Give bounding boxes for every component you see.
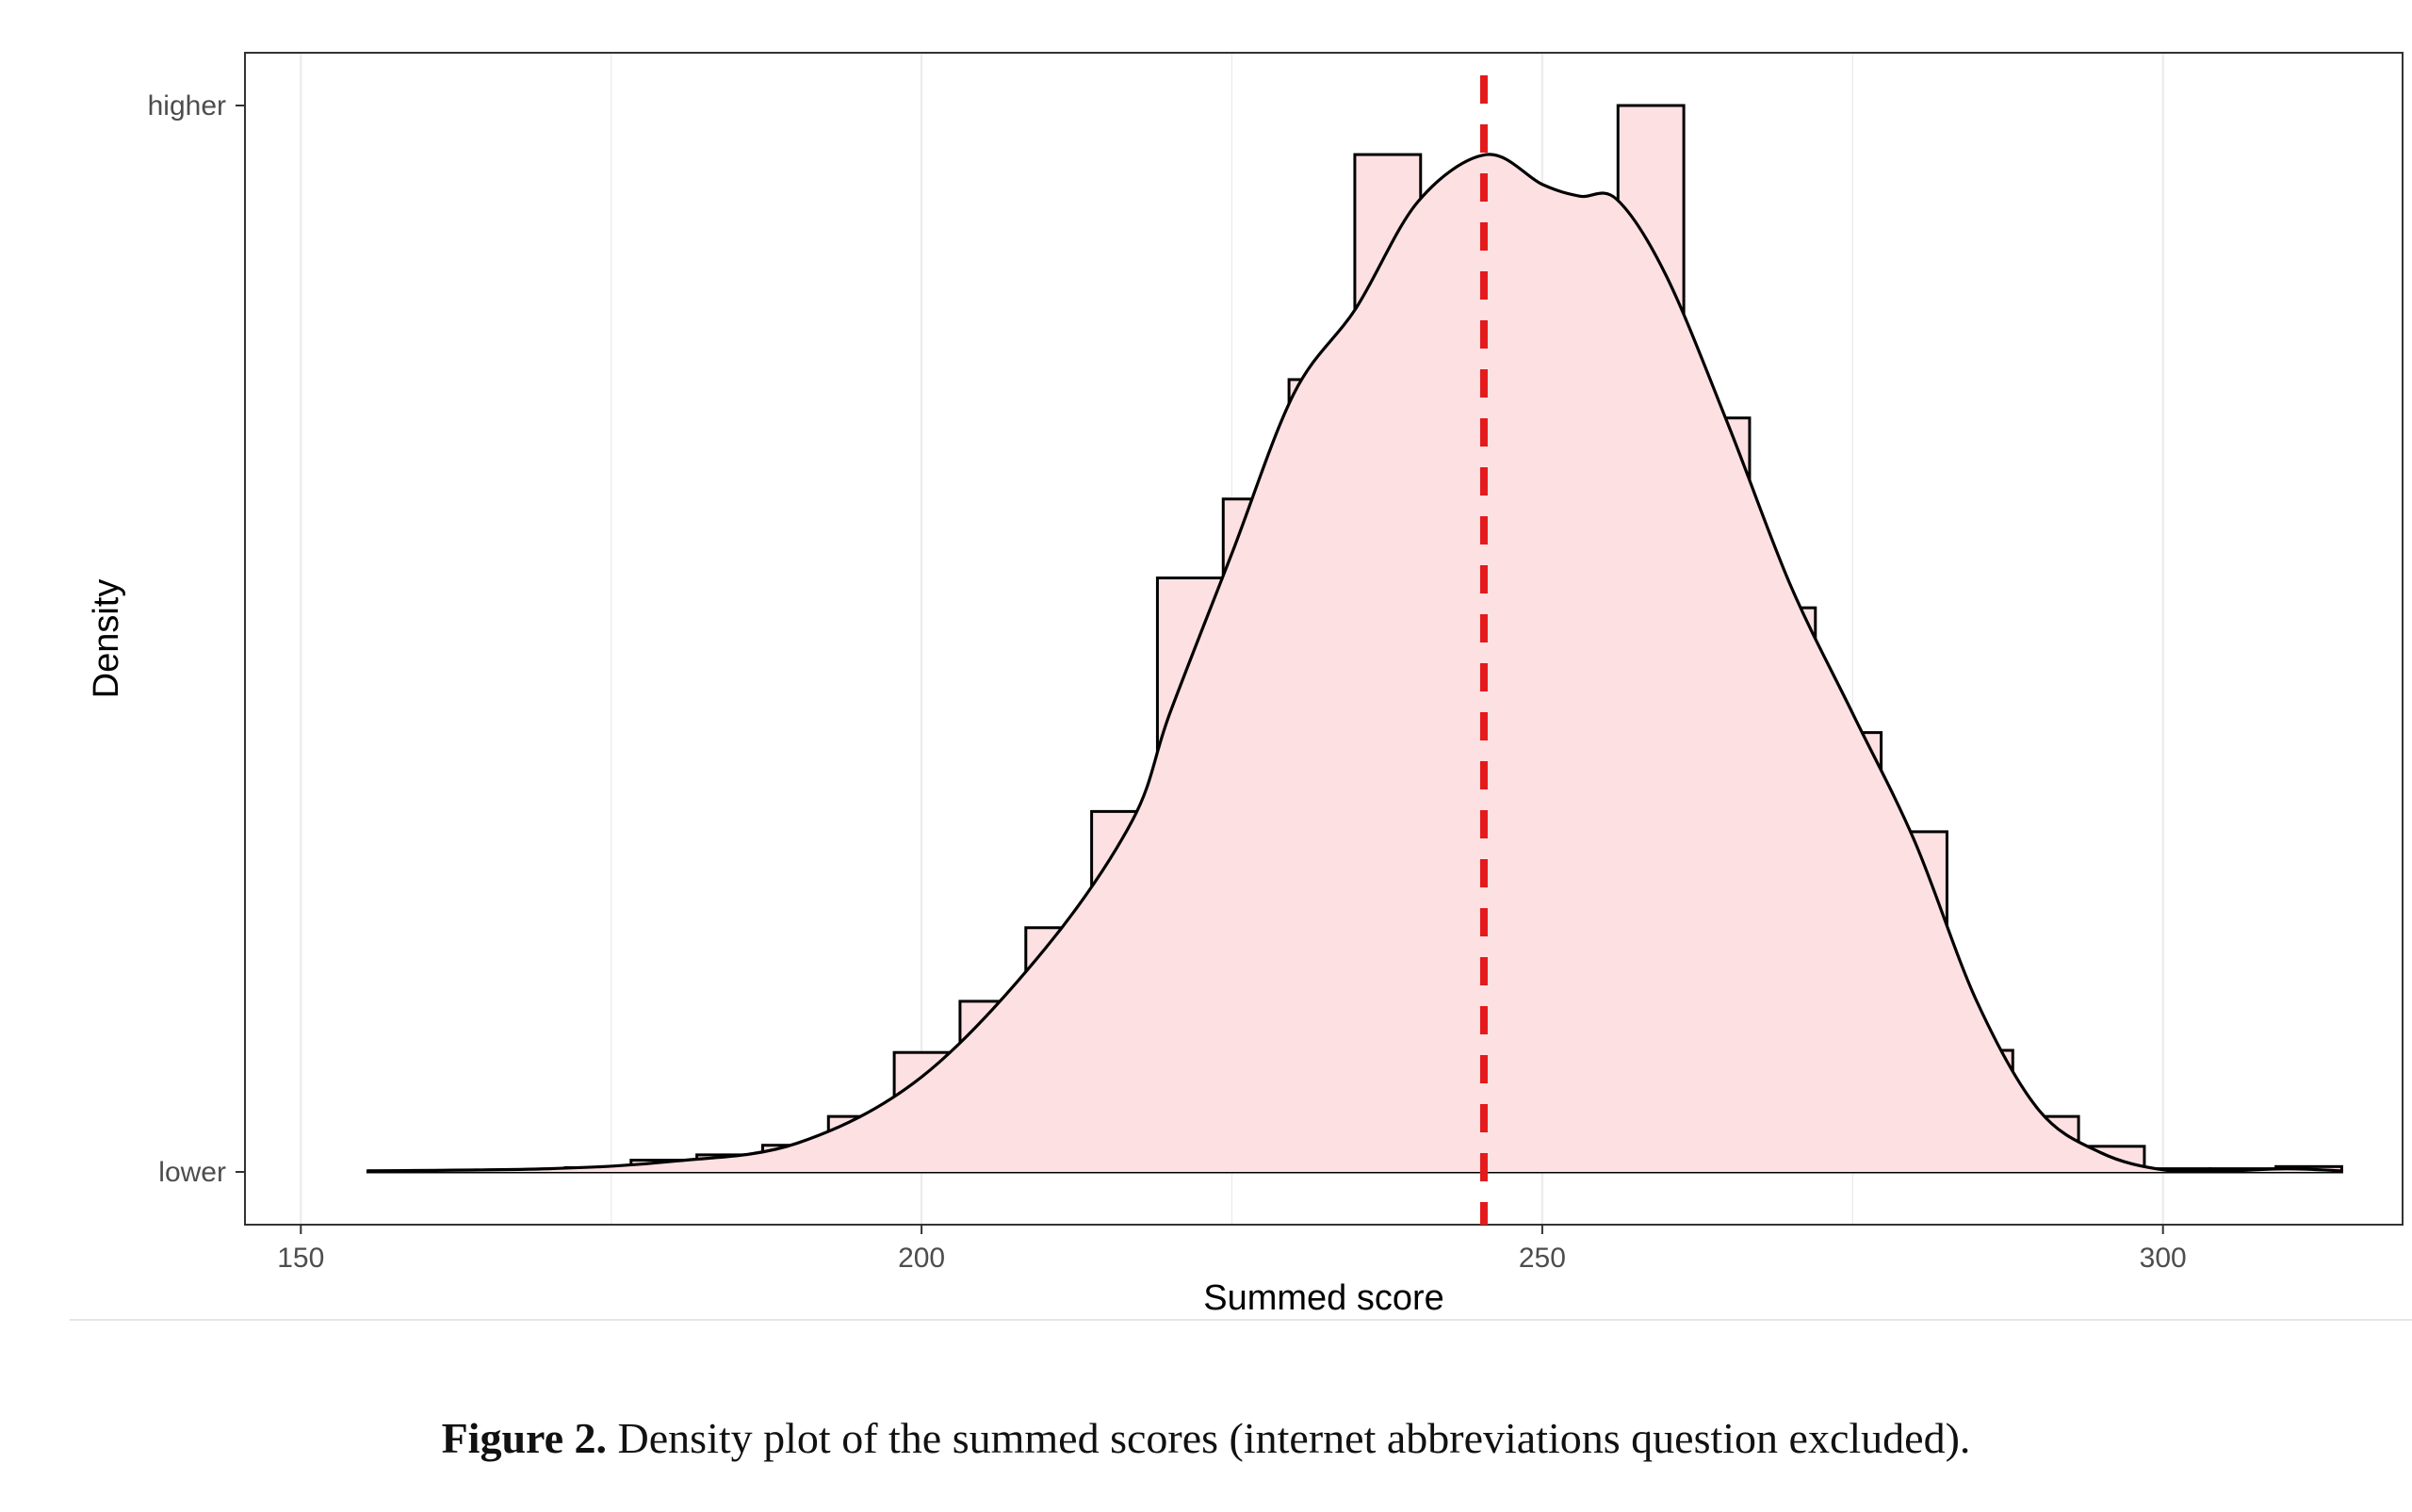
density-area [367, 154, 2342, 1172]
x-tick-label: 250 [1519, 1243, 1566, 1274]
x-tick-label: 300 [2140, 1243, 2187, 1274]
density-curve [367, 153, 2342, 1174]
x-tick-label: 150 [277, 1243, 324, 1274]
y-tick-label: lower [158, 1157, 226, 1188]
density-curve-layer [367, 153, 2342, 1174]
x-axis-ticks: 150 200 250 300 [277, 1225, 2187, 1274]
x-tick-label: 200 [898, 1243, 945, 1274]
caption-label: Figure 2. [441, 1414, 608, 1462]
density-chart: 150 200 250 300 higher lower Summed score De… [87, 52, 2404, 1318]
y-tick-label: higher [148, 90, 226, 122]
figure-caption: Figure 2. Density plot of the summed sco… [0, 1413, 2412, 1463]
caption-text: Density plot of the summed scores (inter… [607, 1414, 1971, 1462]
plot-panel-border [244, 52, 2404, 1226]
y-axis-title: Density [87, 579, 126, 699]
divider [70, 1319, 2412, 1321]
x-axis-title: Summed score [1203, 1278, 1444, 1318]
y-axis-ticks: higher lower [148, 90, 245, 1188]
